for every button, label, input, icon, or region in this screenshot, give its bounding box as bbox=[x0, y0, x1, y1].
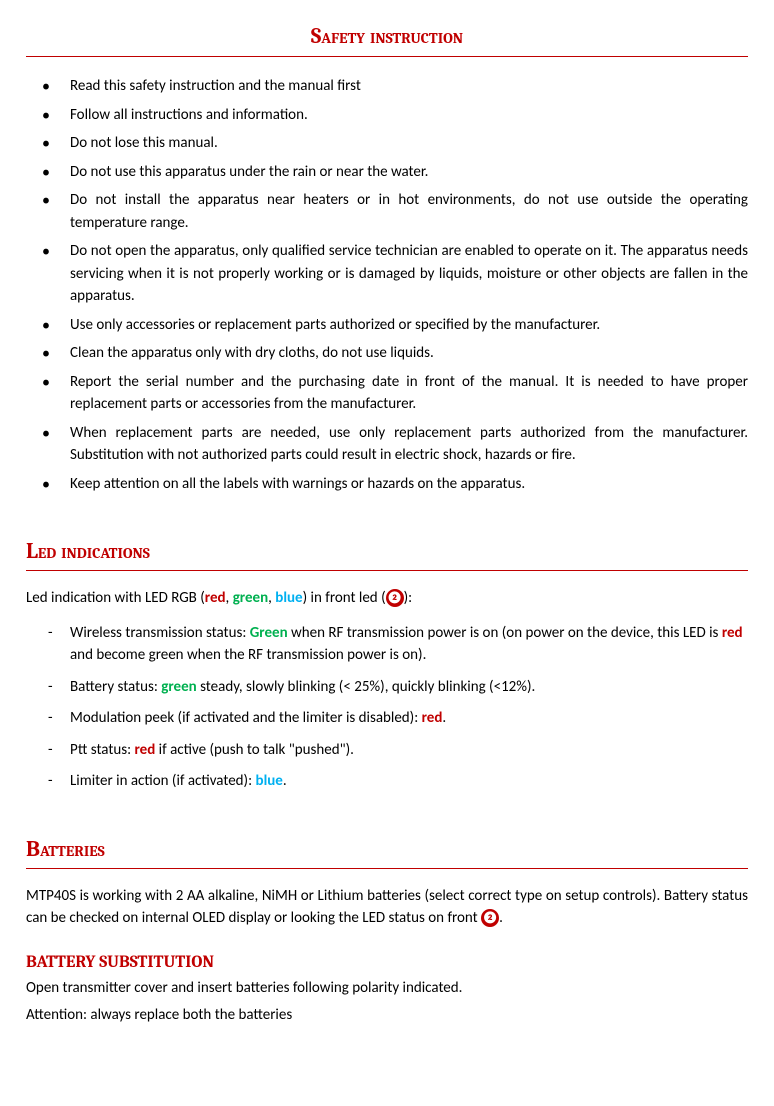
list-item: Ptt status: red if active (push to talk … bbox=[26, 739, 748, 762]
list-item: When replacement parts are needed, use o… bbox=[26, 422, 748, 467]
text: steady, slowly blinking (< 25%), quickly… bbox=[197, 678, 536, 696]
text: Modulation peek (if activated and the li… bbox=[70, 709, 422, 727]
green-label: Green bbox=[250, 624, 288, 642]
text: MTP40S is working with 2 AA alkaline, Ni… bbox=[26, 887, 748, 928]
green-label: green bbox=[233, 589, 268, 607]
list-item: Follow all instructions and information. bbox=[26, 104, 748, 127]
red-label: red bbox=[205, 589, 226, 607]
text: Battery status: bbox=[70, 678, 161, 696]
list-item: Modulation peek (if activated and the li… bbox=[26, 707, 748, 730]
blue-label: blue bbox=[275, 589, 302, 607]
list-item: Do not use this apparatus under the rain… bbox=[26, 161, 748, 184]
text: , bbox=[226, 589, 233, 607]
list-item: Use only accessories or replacement part… bbox=[26, 314, 748, 337]
list-item: Do not lose this manual. bbox=[26, 132, 748, 155]
red-label: red bbox=[422, 709, 443, 727]
led-list: Wireless transmission status: Green when… bbox=[26, 622, 748, 793]
list-item: Read this safety instruction and the man… bbox=[26, 75, 748, 98]
led-intro: Led indication with LED RGB (red, green,… bbox=[26, 587, 748, 610]
text: if active (push to talk "pushed"). bbox=[155, 741, 354, 759]
text: and become green when the RF transmissio… bbox=[70, 646, 426, 664]
text: ) in front led ( bbox=[303, 589, 386, 607]
text: . bbox=[283, 772, 287, 790]
text: when RF transmission power is on (on pow… bbox=[288, 624, 722, 642]
text: Led indication with LED RGB ( bbox=[26, 589, 205, 607]
battery-sub-line1: Open transmitter cover and insert batter… bbox=[26, 977, 748, 1000]
batteries-title: Batteries bbox=[26, 833, 748, 869]
list-item: Do not install the apparatus near heater… bbox=[26, 189, 748, 234]
list-item: Wireless transmission status: Green when… bbox=[26, 622, 748, 667]
text: . bbox=[442, 709, 446, 727]
text: . bbox=[499, 909, 503, 927]
list-item: Clean the apparatus only with dry cloths… bbox=[26, 342, 748, 365]
ref-badge-icon: ❷ bbox=[386, 589, 404, 607]
red-label: red bbox=[135, 741, 156, 759]
ref-badge-icon: ❷ bbox=[481, 909, 499, 927]
blue-label: blue bbox=[256, 772, 283, 790]
text: Limiter in action (if activated): bbox=[70, 772, 256, 790]
safety-list: Read this safety instruction and the man… bbox=[26, 75, 748, 495]
text: Wireless transmission status: bbox=[70, 624, 250, 642]
list-item: Keep attention on all the labels with wa… bbox=[26, 473, 748, 496]
list-item: Do not open the apparatus, only qualifie… bbox=[26, 240, 748, 308]
led-title: Led indications bbox=[26, 535, 748, 571]
battery-sub-line2: Attention: always replace both the batte… bbox=[26, 1004, 748, 1027]
text: Ptt status: bbox=[70, 741, 135, 759]
list-item: Limiter in action (if activated): blue. bbox=[26, 770, 748, 793]
safety-title: Safety instruction bbox=[26, 20, 748, 57]
list-item: Report the serial number and the purchas… bbox=[26, 371, 748, 416]
red-label: red bbox=[722, 624, 743, 642]
battery-sub-title: BATTERY SUBSTITUTION bbox=[26, 950, 748, 976]
green-label: green bbox=[161, 678, 196, 696]
list-item: Battery status: green steady, slowly bli… bbox=[26, 676, 748, 699]
batteries-para: MTP40S is working with 2 AA alkaline, Ni… bbox=[26, 885, 748, 930]
text: ): bbox=[404, 589, 413, 607]
